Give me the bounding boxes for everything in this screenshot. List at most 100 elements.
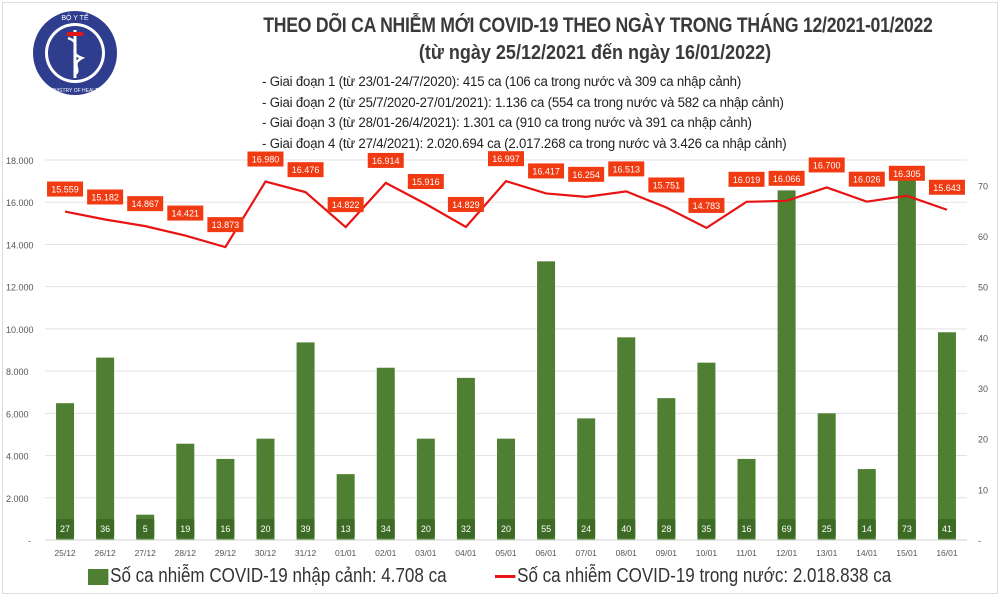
x-tick-label: 10/01	[696, 548, 718, 558]
bar-label: 39	[301, 524, 311, 534]
line-series	[64, 179, 948, 249]
bar	[537, 261, 556, 540]
line-label: 14.822	[332, 200, 360, 210]
bar-label-box	[617, 519, 636, 538]
line-label: 16.305	[893, 169, 921, 179]
x-tick-label: 28/12	[175, 548, 197, 558]
bar-label-box	[416, 519, 435, 538]
chart-title: THEO DÕI CA NHIỄM MỚI COVID-19 THEO NGÀY…	[263, 14, 933, 37]
line-label-box	[688, 197, 725, 213]
line-label: 16.997	[492, 154, 520, 164]
bar-label-box	[136, 519, 155, 538]
bar-label-box	[537, 519, 556, 538]
y-tick-label: 12.000	[6, 283, 34, 293]
line-label-box	[848, 171, 885, 187]
line-label: 16.700	[813, 160, 841, 170]
line-label-box	[528, 163, 565, 179]
x-tick-label: 08/01	[616, 548, 638, 558]
legend-line-label: Số ca nhiễm COVID-19 trong nước: 2.018.8…	[517, 565, 892, 587]
line-label-box	[568, 166, 605, 182]
line-label: 16.914	[372, 156, 400, 166]
line-label: 15.916	[412, 177, 440, 187]
x-tick-label: 02/01	[375, 548, 397, 558]
bar-label: 19	[180, 524, 190, 534]
bar-label-box	[697, 519, 716, 538]
x-tick-label: 30/12	[255, 548, 277, 558]
line-label: 16.254	[572, 170, 600, 180]
phase-1: - Giai đoạn 1 (từ 23/01-24/7/2020): 415 …	[262, 74, 742, 90]
bar	[697, 362, 716, 540]
bar-label-box	[376, 519, 395, 538]
x-tick-label: 13/01	[816, 548, 838, 558]
bar-label: 28	[661, 524, 671, 534]
legend-line: Số ca nhiễm COVID-19 trong nước: 2.018.8…	[495, 565, 891, 588]
bar-label-box	[497, 519, 515, 538]
line-label-box	[47, 181, 84, 197]
bar-label: 41	[942, 524, 952, 534]
bar-label: 14	[862, 524, 872, 534]
bar-label-box	[657, 519, 676, 538]
bar-label-box	[56, 519, 75, 538]
line-label: 16.019	[733, 175, 761, 185]
bar-label-box	[176, 519, 195, 538]
x-tick-label: 01/01	[335, 548, 357, 558]
bar-label: 55	[541, 524, 551, 534]
line-label: 15.751	[653, 180, 681, 190]
y-tick-label: 16.000	[6, 198, 34, 208]
line-label-box	[247, 151, 284, 167]
line-label: 14.421	[172, 209, 200, 219]
line-label: 14.829	[452, 200, 480, 210]
bar	[56, 403, 75, 540]
legend-bar-swatch	[88, 568, 109, 585]
y2-tick-label: -	[978, 536, 981, 546]
line-label-box	[648, 177, 685, 193]
bar-label: 13	[341, 524, 351, 534]
y-tick-label: 18.000	[6, 156, 34, 166]
bar	[777, 190, 796, 540]
line-label-box	[367, 152, 404, 168]
line-label-box	[808, 157, 845, 173]
line-label: 15.182	[91, 192, 119, 202]
bar-label: 36	[100, 524, 110, 534]
y2-tick-label: 50	[978, 283, 988, 293]
x-tick-label: 31/12	[295, 548, 317, 558]
bar-label: 40	[621, 524, 631, 534]
bar-label-box	[216, 519, 235, 538]
y-tick-label: 10.000	[6, 325, 34, 335]
line-label: 14.783	[693, 201, 721, 211]
bar-label-box	[937, 519, 956, 538]
bar-label: 34	[381, 524, 391, 534]
bar	[96, 357, 115, 540]
phase-4: - Giai đoạn 4 (từ 27/4/2021): 2.020.694 …	[262, 135, 787, 152]
bar	[456, 377, 475, 540]
bar-label: 20	[260, 524, 270, 534]
bar-label-box	[897, 519, 916, 538]
line-label: 16.066	[773, 174, 801, 184]
bar-label-box	[857, 519, 876, 538]
line-label: 15.559	[51, 185, 79, 195]
bar-label: 16	[220, 524, 230, 534]
bar	[176, 443, 195, 540]
line-label: 15.643	[933, 183, 961, 193]
x-tick-label: 25/12	[54, 548, 76, 558]
bar	[657, 398, 676, 540]
x-tick-label: 06/01	[535, 548, 557, 558]
bar	[817, 413, 836, 540]
bar-label: 35	[701, 524, 711, 534]
y-tick-label: 6.000	[6, 409, 29, 419]
bar	[577, 418, 596, 540]
phase-3: - Giai đoạn 3 (từ 28/01-26/4/2021): 1.30…	[262, 115, 752, 131]
bar	[256, 438, 275, 540]
bar-label-box	[817, 519, 836, 538]
bar-label-box	[737, 519, 756, 538]
x-tick-label: 15/01	[896, 548, 918, 558]
line-label-box	[127, 196, 164, 212]
x-tick-label: 05/01	[495, 548, 517, 558]
line-label-box	[87, 189, 124, 205]
x-tick-label: 14/01	[856, 548, 878, 558]
bar-label: 20	[421, 524, 431, 534]
legend-bar: Số ca nhiễm COVID-19 nhập cảnh: 4.708 ca	[88, 565, 447, 588]
bar	[937, 332, 956, 540]
line-label: 14.867	[131, 199, 159, 209]
